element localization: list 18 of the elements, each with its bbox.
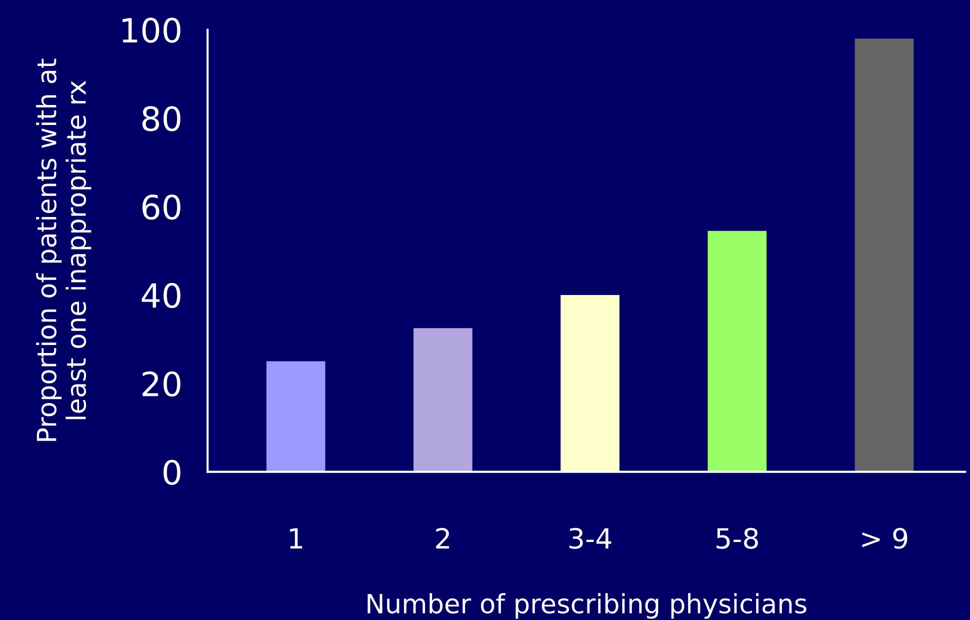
y-tick-label: 60: [142, 194, 180, 220]
y-tick-label: 80: [142, 106, 180, 132]
x-axis-title: Number of prescribing physicians: [368, 593, 806, 619]
y-tick-label: 100: [122, 18, 180, 43]
bar: [708, 230, 767, 472]
x-tick-label: 5-8: [716, 528, 758, 549]
x-tick-label: > 9: [862, 528, 908, 549]
x-tick-label: 1: [290, 528, 302, 548]
y-tick-label: 0: [164, 460, 180, 485]
y-axis-title: Proportion of patients with at least one inappropriate rx: [36, 58, 92, 441]
x-tick-label: 3-4: [569, 528, 612, 549]
x-tick-label: 2: [436, 528, 449, 548]
y-tick-label: 40: [142, 282, 180, 308]
y-tick-label: 20: [142, 371, 180, 397]
bar: [560, 294, 620, 472]
bar: [854, 38, 914, 472]
bar: [414, 328, 472, 472]
bar: [266, 361, 326, 472]
